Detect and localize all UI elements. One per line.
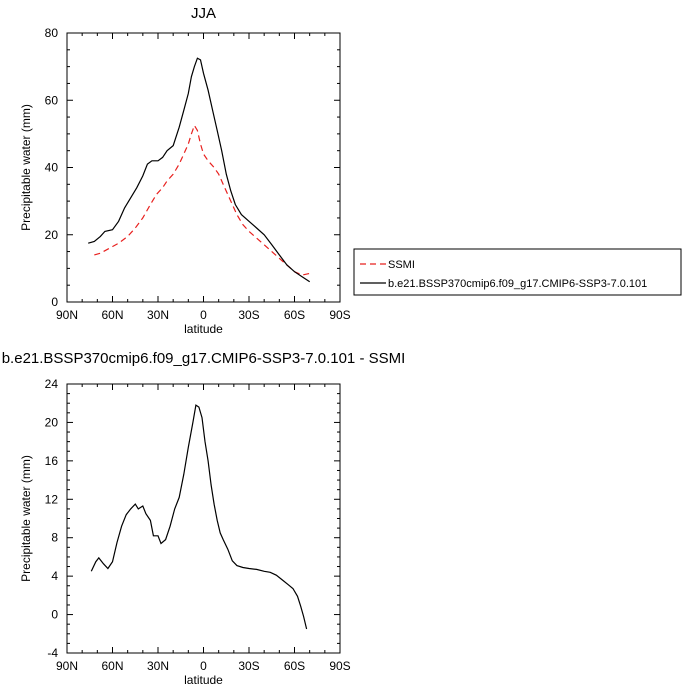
plot-frame: [66, 383, 341, 654]
x-tick-label: 30S: [238, 308, 259, 322]
x-tick-label: 30N: [147, 308, 169, 322]
x-tick-label: 30N: [147, 659, 169, 673]
y-tick-label: 80: [45, 26, 59, 40]
legend-entry-label: b.e21.BSSP370cmip6.f09_g17.CMIP6-SSP3-7.…: [388, 278, 647, 290]
x-tick-label: 0: [200, 308, 207, 322]
y-tick-label: 16: [45, 454, 59, 468]
x-axis-label: latitude: [184, 673, 223, 687]
legend-box: [353, 248, 682, 296]
y-axis-label: Precipitable water (mm): [19, 455, 33, 582]
x-tick-label: 60S: [284, 308, 305, 322]
x-axis-label: latitude: [184, 322, 223, 336]
x-tick-label: 90N: [56, 308, 78, 322]
x-tick-label: 30S: [238, 659, 259, 673]
y-tick-label: 60: [45, 93, 59, 107]
x-tick-label: 0: [200, 659, 207, 673]
chart-panel-2: b.e21.BSSP370cmip6.f09_g17.CMIP6-SSP3-7.…: [2, 350, 406, 687]
chart-title: b.e21.BSSP370cmip6.f09_g17.CMIP6-SSP3-7.…: [2, 350, 406, 367]
y-tick-label: 0: [51, 295, 58, 309]
x-tick-label: 90S: [329, 308, 350, 322]
y-tick-label: 4: [51, 569, 58, 583]
legend: SSMI b.e21.BSSP370cmip6.f09_g17.CMIP6-SSP…: [353, 248, 682, 296]
y-tick-label: 12: [45, 492, 59, 506]
y-tick-label: 20: [45, 415, 59, 429]
series-line-1: [94, 124, 310, 276]
x-tick-label: 60S: [284, 659, 305, 673]
x-tick-label: 90N: [56, 659, 78, 673]
chart-title: JJA: [191, 5, 216, 22]
x-tick-label: 90S: [329, 659, 350, 673]
y-tick-label: 24: [45, 377, 59, 391]
y-axis-label: Precipitable water (mm): [19, 104, 33, 231]
y-tick-label: 8: [51, 531, 58, 545]
chart-panel-1: JJA 90N 60N 30N 0 30S 60S 90S 0 20 40 60 80 latitude P…: [19, 5, 351, 336]
series-line-1: [90, 404, 308, 630]
series-line-2: [88, 57, 311, 283]
x-tick-label: 60N: [101, 308, 123, 322]
x-tick-label: 60N: [101, 659, 123, 673]
legend-entry-label: SSMI: [388, 259, 415, 271]
y-tick-label: -4: [47, 646, 58, 660]
y-tick-label: 40: [45, 161, 59, 175]
y-tick-label: 0: [51, 608, 58, 622]
y-tick-label: 20: [45, 228, 59, 242]
